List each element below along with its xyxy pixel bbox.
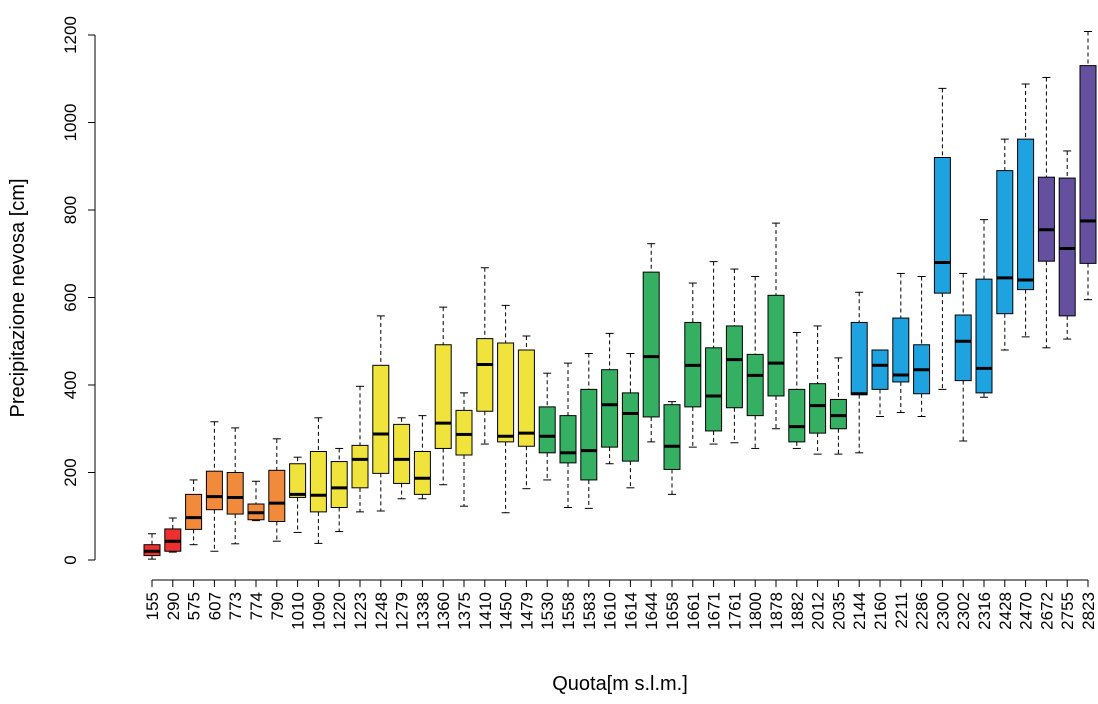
x-tick-label: 2211 <box>892 592 911 629</box>
x-tick-label: 1583 <box>580 592 599 630</box>
x-tick-label: 1661 <box>684 592 703 630</box>
x-tick-label: 773 <box>226 592 245 620</box>
box <box>309 451 327 513</box>
box <box>455 409 473 456</box>
x-tick-label: 2428 <box>996 592 1015 630</box>
x-tick-label: 1558 <box>559 592 578 630</box>
x-tick-label: 1530 <box>538 592 557 630</box>
box <box>975 278 993 394</box>
box <box>289 463 307 498</box>
x-tick-label: 1450 <box>497 592 516 630</box>
x-tick-label: 1614 <box>621 592 640 630</box>
box <box>185 493 203 530</box>
x-tick-label: 2144 <box>850 592 869 630</box>
box <box>351 444 369 489</box>
box <box>996 170 1014 315</box>
x-tick-label: 1338 <box>413 592 432 630</box>
box <box>642 271 660 418</box>
box <box>1017 138 1035 291</box>
x-tick-label: 1360 <box>434 592 453 630</box>
x-tick-label: 1658 <box>663 592 682 630</box>
x-tick-label: 1479 <box>517 592 536 630</box>
box <box>892 317 910 383</box>
box <box>788 388 806 443</box>
box <box>1058 177 1076 317</box>
box <box>829 398 847 430</box>
box <box>809 383 827 434</box>
x-tick-label: 155 <box>143 592 162 620</box>
box <box>434 344 452 449</box>
x-tick-label: 2823 <box>1079 592 1098 630</box>
box <box>497 342 515 443</box>
box <box>663 404 681 470</box>
y-tick-label: 1000 <box>61 104 80 142</box>
y-tick-label: 400 <box>61 371 80 399</box>
box <box>954 314 972 382</box>
box <box>268 469 286 522</box>
x-tick-label: 1010 <box>289 592 308 630</box>
y-tick-label: 800 <box>61 196 80 224</box>
x-tick-label: 1220 <box>330 592 349 630</box>
box <box>538 406 556 454</box>
x-tick-label: 1878 <box>767 592 786 630</box>
x-tick-label: 2470 <box>1017 592 1036 630</box>
x-tick-label: 2316 <box>975 592 994 630</box>
box <box>372 364 390 474</box>
box <box>746 353 764 417</box>
x-tick-label: 774 <box>247 592 266 620</box>
x-tick-label: 1761 <box>725 592 744 630</box>
y-tick-label: 1200 <box>61 16 80 54</box>
box <box>580 388 598 481</box>
box <box>871 349 889 390</box>
x-tick-label: 1410 <box>476 592 495 630</box>
x-tick-label: 1610 <box>601 592 620 630</box>
box <box>517 349 535 447</box>
x-tick-label: 575 <box>185 592 204 620</box>
box <box>1079 65 1097 264</box>
box <box>393 423 411 484</box>
x-tick-label: 1800 <box>746 592 765 630</box>
box <box>705 347 723 432</box>
x-tick-label: 2755 <box>1058 592 1077 630</box>
x-tick-label: 1644 <box>642 592 661 630</box>
x-tick-label: 2302 <box>954 592 973 630</box>
y-tick-label: 0 <box>61 555 80 564</box>
box <box>559 415 577 464</box>
box <box>933 157 951 294</box>
x-tick-label: 2672 <box>1037 592 1056 630</box>
y-axis-label: Precipitazione nevosa [cm] <box>7 178 29 417</box>
x-tick-label: 2035 <box>829 592 848 630</box>
x-tick-label: 1223 <box>351 592 370 630</box>
x-tick-label: 2012 <box>809 592 828 630</box>
box <box>601 369 619 448</box>
box <box>1037 176 1055 262</box>
box <box>850 321 868 396</box>
x-tick-label: 1090 <box>309 592 328 630</box>
x-tick-label: 2286 <box>913 592 932 630</box>
x-tick-label: 790 <box>268 592 287 620</box>
box <box>330 461 348 508</box>
box <box>226 472 244 515</box>
x-tick-label: 1882 <box>788 592 807 630</box>
box <box>621 392 639 462</box>
x-tick-label: 1671 <box>705 592 724 630</box>
x-tick-label: 1279 <box>393 592 412 630</box>
box <box>476 338 494 412</box>
box <box>205 470 223 511</box>
x-tick-label: 2160 <box>871 592 890 630</box>
x-axis-label: Quota[m s.l.m.] <box>552 673 688 695</box>
x-tick-label: 607 <box>205 592 224 620</box>
x-tick-label: 290 <box>164 592 183 620</box>
x-tick-label: 2300 <box>933 592 952 630</box>
x-tick-label: 1248 <box>372 592 391 630</box>
box <box>767 294 785 397</box>
x-tick-label: 1375 <box>455 592 474 630</box>
y-tick-label: 600 <box>61 283 80 311</box>
box <box>725 325 743 409</box>
box <box>413 451 431 495</box>
y-tick-label: 200 <box>61 458 80 486</box>
